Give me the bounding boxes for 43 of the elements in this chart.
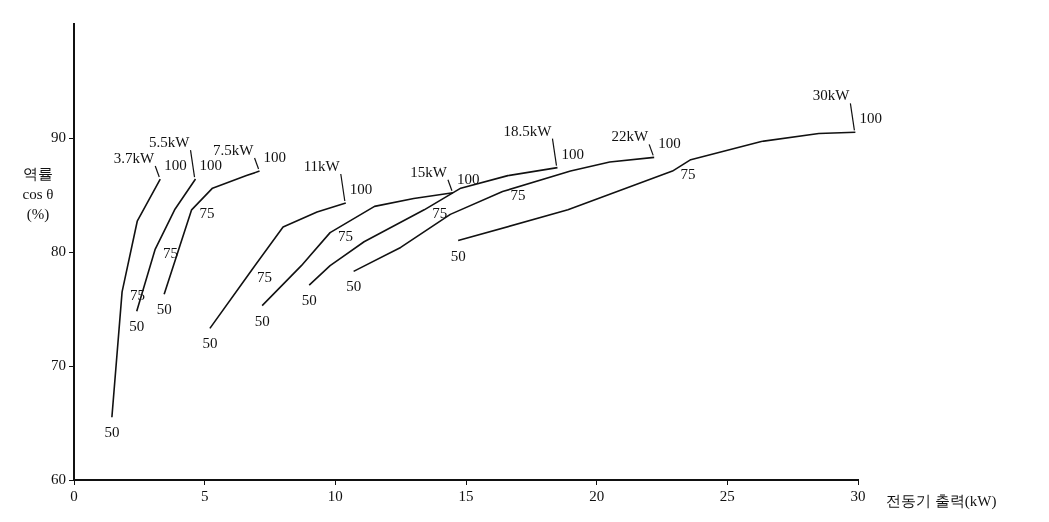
- x-tick-label: 5: [200, 487, 209, 504]
- x-tick-label: 25: [719, 487, 735, 504]
- annotation: 75: [199, 204, 215, 221]
- series-label: 18.5kW: [503, 122, 553, 139]
- x-axis-title: 전동기 출력(kW): [886, 492, 997, 510]
- y-tick-label: 90: [51, 128, 66, 145]
- series-label: 5.5kW: [149, 133, 191, 150]
- x-tick-label: 20: [589, 487, 605, 504]
- y-axis-title: 역률 cos θ (%): [22, 165, 54, 223]
- annotation: 50: [104, 424, 120, 441]
- y-tick-label: 80: [51, 242, 66, 259]
- annotation: 100: [199, 156, 223, 173]
- annotation: 75: [338, 227, 354, 244]
- x-tick-label: 15: [458, 487, 474, 504]
- series-label: 22kW: [611, 128, 649, 145]
- y-tick-label: 60: [51, 470, 66, 487]
- series-label: 3.7kW: [113, 149, 156, 166]
- series-label: 11kW: [303, 157, 341, 174]
- annotation: 50: [346, 278, 362, 295]
- annotation: 50: [450, 247, 466, 264]
- annotation: 50: [254, 312, 270, 329]
- x-tick-label: 30: [850, 487, 866, 504]
- annotation: 50: [129, 318, 145, 335]
- x-tick-label: 0: [70, 487, 78, 504]
- annotation: 100: [263, 149, 287, 165]
- series-label: 7.5kW: [213, 142, 255, 158]
- annotation: 75: [510, 186, 526, 203]
- annotation: 75: [257, 268, 273, 285]
- annotation: 100: [658, 135, 681, 152]
- series-label: 15kW: [410, 163, 448, 180]
- annotation: 50: [301, 292, 317, 308]
- annotation: 100: [349, 180, 373, 197]
- annotation: 100: [456, 170, 480, 187]
- annotation: 75: [432, 204, 448, 221]
- x-tick-label: 10: [327, 487, 343, 504]
- annotation: 100: [561, 145, 584, 162]
- y-tick-label: 70: [51, 356, 66, 373]
- annotation: 75: [680, 166, 696, 182]
- series-label: 30kW: [812, 87, 851, 104]
- annotation: 50: [202, 335, 218, 352]
- annotation: 100: [164, 156, 187, 173]
- annotation: 100: [859, 110, 882, 127]
- annotation: 50: [156, 301, 172, 318]
